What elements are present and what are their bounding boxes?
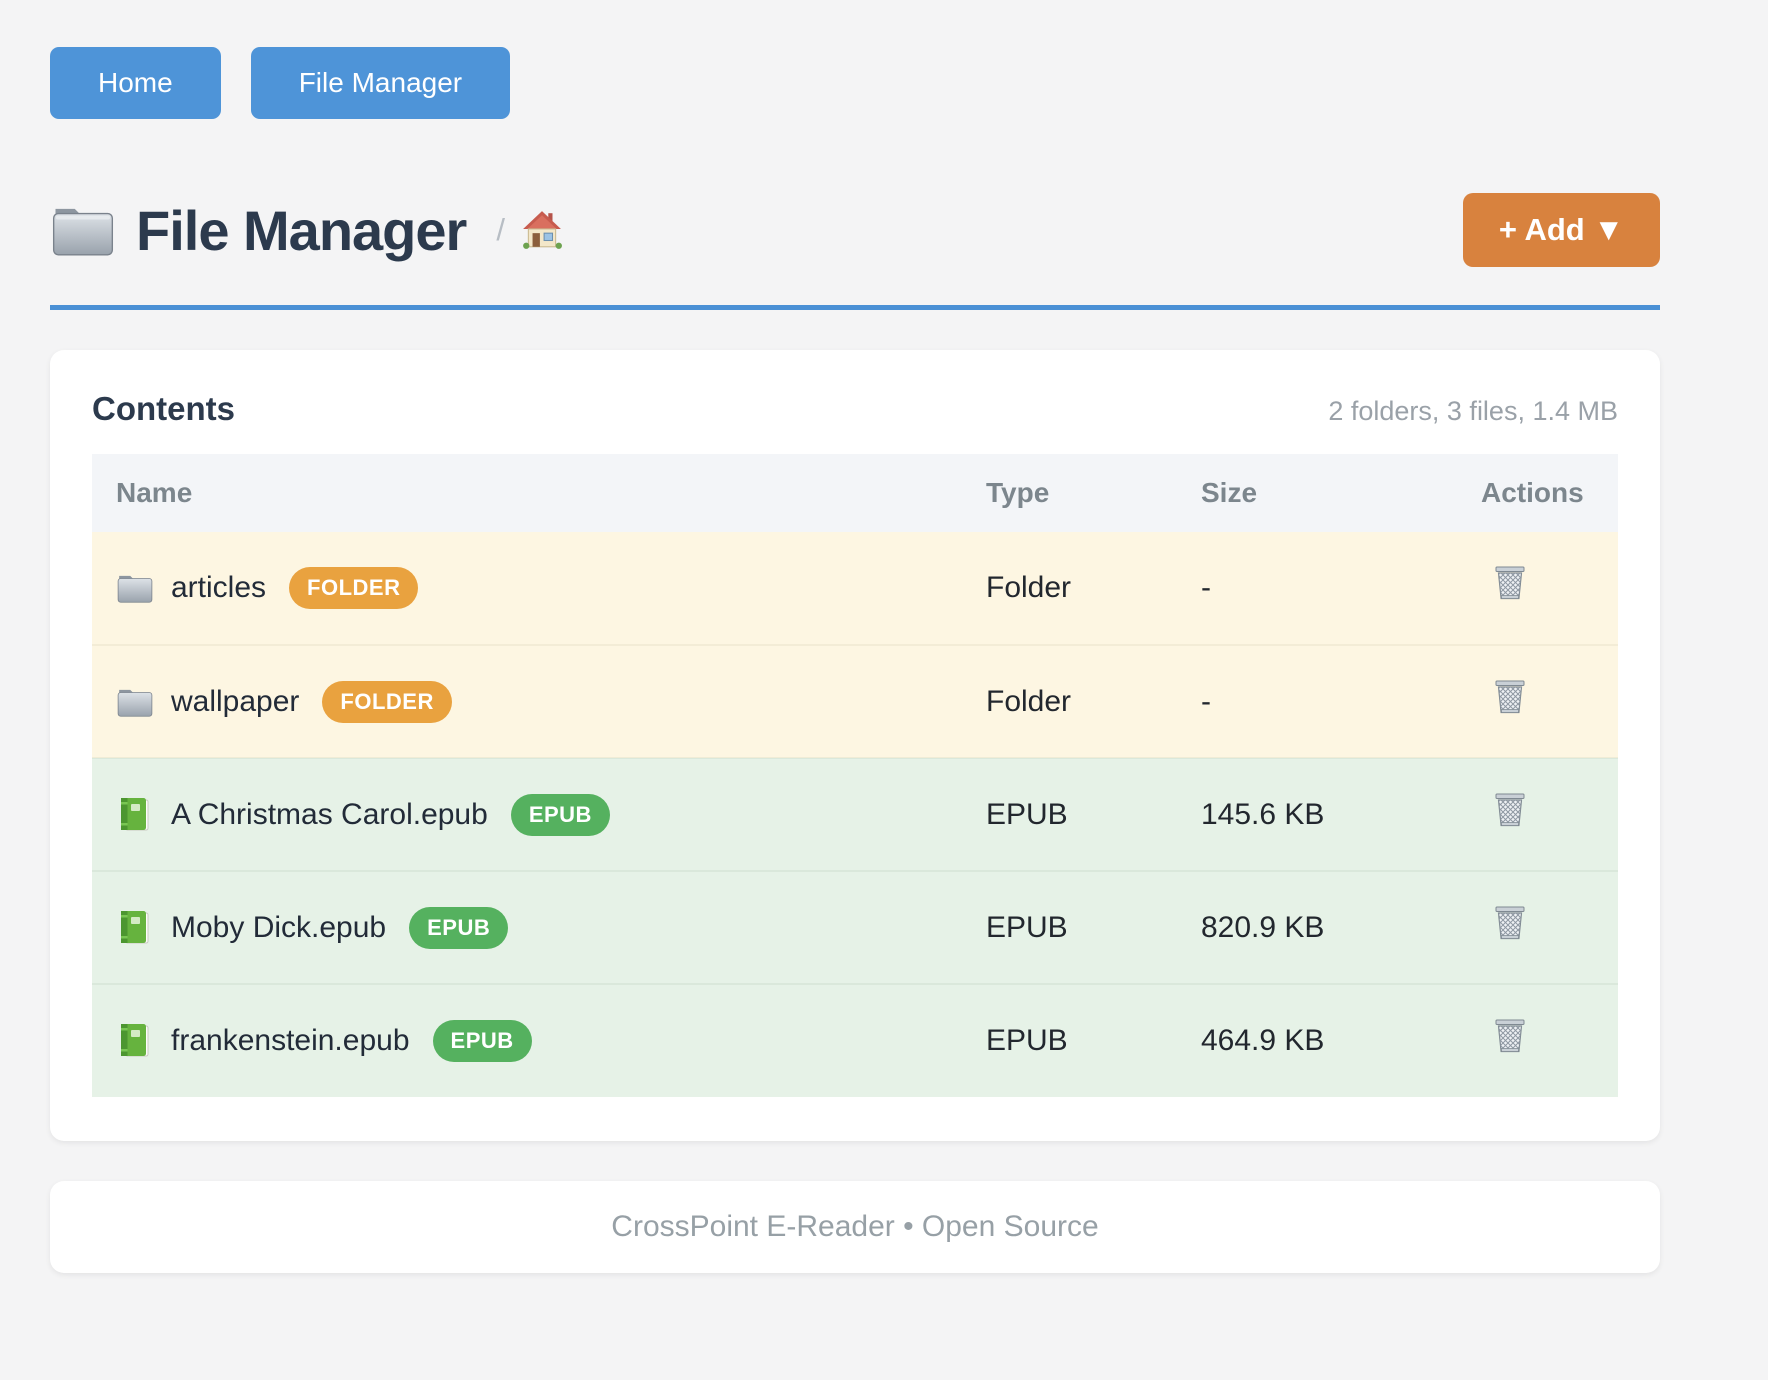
contents-table-body: articles FOLDER Folder - xyxy=(92,532,1618,1097)
trash-icon xyxy=(1495,1019,1525,1053)
contents-table: Name Type Size Actions xyxy=(92,454,1618,1097)
column-header-type: Type xyxy=(962,454,1177,532)
column-header-name: Name xyxy=(92,454,962,532)
book-icon xyxy=(121,1024,149,1057)
type-cell: EPUB xyxy=(986,1024,1068,1057)
type-badge: FOLDER xyxy=(322,680,452,723)
size-cell: 464.9 KB xyxy=(1201,1024,1325,1057)
header-divider xyxy=(50,305,1660,310)
table-header-row: Name Type Size Actions xyxy=(92,454,1618,532)
add-button[interactable]: + Add ▼ xyxy=(1462,193,1660,267)
type-cell: EPUB xyxy=(986,797,1068,831)
file-name[interactable]: articles xyxy=(171,571,267,604)
table-row: frankenstein.epub EPUB EPUB 464.9 KB xyxy=(92,984,1618,1097)
type-badge: EPUB xyxy=(510,793,610,836)
page: Home File Manager File Manager / + Ad xyxy=(50,0,1660,1273)
nav-home-button[interactable]: Home xyxy=(50,47,221,119)
folder-icon xyxy=(117,689,153,717)
size-cell: 820.9 KB xyxy=(1201,910,1325,944)
table-row: wallpaper FOLDER Folder - xyxy=(92,645,1618,758)
delete-button[interactable] xyxy=(1493,905,1527,943)
delete-button[interactable] xyxy=(1493,679,1527,717)
column-header-size: Size xyxy=(1177,454,1457,532)
home-icon[interactable] xyxy=(521,209,563,251)
footer: CrossPoint E-Reader • Open Source xyxy=(50,1181,1660,1273)
column-header-actions: Actions xyxy=(1457,454,1618,532)
contents-heading: Contents xyxy=(92,390,235,427)
table-row: A Christmas Carol.epub EPUB EPUB 145.6 K… xyxy=(92,758,1618,871)
folder-icon xyxy=(52,208,114,256)
size-cell: 145.6 KB xyxy=(1201,797,1325,831)
delete-button[interactable] xyxy=(1493,565,1527,603)
folder-icon xyxy=(117,575,153,603)
file-name[interactable]: Moby Dick.epub xyxy=(171,910,387,944)
page-title: File Manager xyxy=(136,198,467,262)
type-cell: Folder xyxy=(986,571,1072,604)
type-badge: FOLDER xyxy=(289,567,419,609)
book-icon xyxy=(121,797,149,830)
delete-button[interactable] xyxy=(1493,792,1527,830)
contents-card: Contents 2 folders, 3 files, 1.4 MB Name… xyxy=(50,350,1660,1141)
trash-icon xyxy=(1495,680,1525,713)
size-cell: - xyxy=(1201,571,1211,604)
size-cell: - xyxy=(1201,684,1211,718)
type-cell: EPUB xyxy=(986,910,1068,944)
file-name[interactable]: wallpaper xyxy=(171,684,300,718)
contents-summary: 2 folders, 3 files, 1.4 MB xyxy=(1328,396,1618,426)
type-badge: EPUB xyxy=(432,1020,532,1062)
breadcrumb-separator: / xyxy=(496,212,505,247)
top-nav: Home File Manager xyxy=(50,47,1660,119)
nav-file-manager-button[interactable]: File Manager xyxy=(250,47,511,119)
trash-icon xyxy=(1495,793,1525,826)
trash-icon xyxy=(1495,566,1525,600)
file-name[interactable]: frankenstein.epub xyxy=(171,1024,410,1057)
book-icon xyxy=(121,910,149,943)
type-badge: EPUB xyxy=(409,906,509,949)
trash-icon xyxy=(1495,906,1525,939)
file-name[interactable]: A Christmas Carol.epub xyxy=(171,797,488,831)
page-header: File Manager / + Add ▼ xyxy=(50,193,1660,267)
table-row: articles FOLDER Folder - xyxy=(92,532,1618,645)
type-cell: Folder xyxy=(986,684,1072,718)
table-row: Moby Dick.epub EPUB EPUB 820.9 KB xyxy=(92,871,1618,984)
delete-button[interactable] xyxy=(1493,1018,1527,1056)
footer-text: CrossPoint E-Reader • Open Source xyxy=(611,1210,1099,1243)
